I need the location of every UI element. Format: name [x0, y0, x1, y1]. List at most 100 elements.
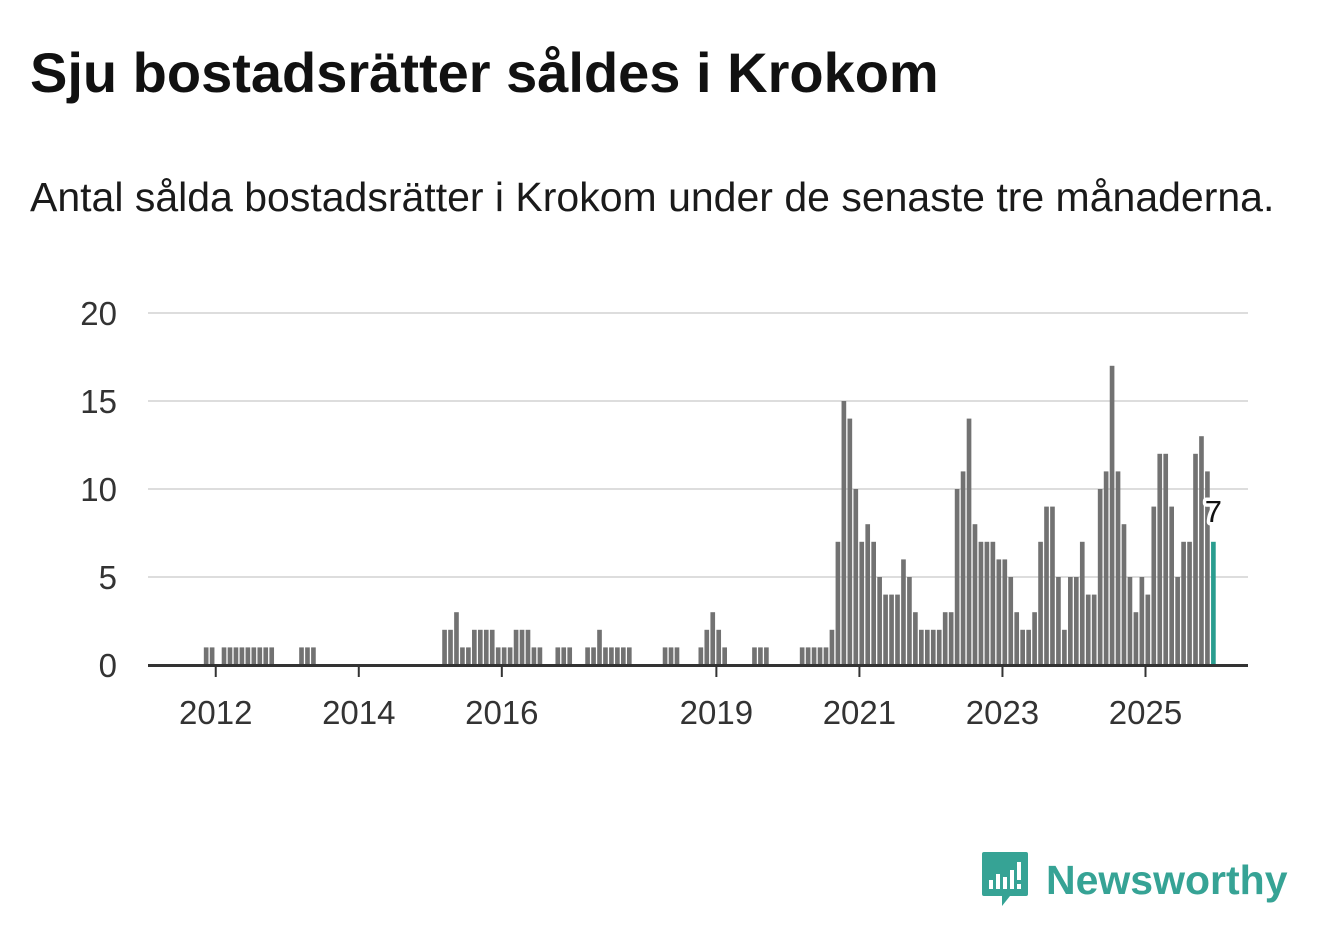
bar [758, 647, 763, 665]
x-axis: 2012 2014 2016 2019 2021 2023 2025 [148, 664, 1248, 731]
bar [841, 401, 847, 665]
bar [1139, 577, 1145, 665]
bar [1097, 489, 1103, 665]
bar [913, 612, 918, 665]
highlight-value-label: 7 [1205, 494, 1222, 529]
bar [704, 629, 710, 665]
bar [609, 647, 614, 665]
bar [895, 594, 900, 665]
bar [555, 647, 561, 665]
bar [823, 647, 829, 665]
bar [585, 647, 590, 665]
y-tick-label: 15 [80, 383, 117, 420]
bar [811, 647, 817, 665]
bar [978, 541, 984, 665]
bar [936, 629, 942, 665]
bar [1187, 541, 1192, 665]
x-tick-label: 2025 [1109, 694, 1182, 731]
x-tick-label: 2023 [966, 694, 1039, 731]
bar [805, 647, 811, 665]
bar [448, 629, 453, 665]
grid-lines [148, 312, 1248, 578]
bar [1151, 506, 1157, 665]
bar [1103, 471, 1109, 665]
bar [519, 629, 525, 665]
x-tick-label: 2021 [823, 694, 896, 731]
data-labels: 7 [1201, 490, 1225, 532]
bar [1145, 594, 1151, 665]
bar [710, 612, 716, 665]
bar [209, 647, 215, 665]
bar-highlight [1211, 541, 1216, 665]
bar [919, 629, 924, 665]
bar [525, 629, 531, 665]
bar [877, 577, 882, 665]
bar [1085, 594, 1091, 665]
bar [227, 647, 233, 665]
bar [221, 647, 227, 665]
bar [495, 647, 501, 665]
bar [269, 647, 275, 665]
bar [674, 647, 680, 665]
bar [1175, 577, 1180, 665]
bar [1079, 541, 1085, 665]
bar [621, 647, 626, 665]
bar [984, 541, 990, 665]
bar [1157, 453, 1163, 665]
bar [1050, 506, 1055, 665]
bar [835, 541, 841, 665]
newsworthy-logo-icon [982, 852, 1028, 906]
bar [942, 612, 948, 665]
bar [853, 489, 859, 665]
bar [954, 489, 960, 665]
bar [561, 647, 567, 665]
bar [477, 629, 483, 665]
bar [597, 629, 602, 665]
x-tick-label: 2012 [179, 694, 252, 731]
bar [507, 647, 513, 665]
bar [1193, 453, 1198, 665]
bar [1062, 629, 1067, 665]
x-tick-label: 2019 [680, 694, 753, 731]
bar [454, 612, 459, 665]
bar [901, 559, 906, 665]
bar [299, 647, 304, 665]
bar [1199, 436, 1204, 665]
bar [883, 594, 888, 665]
bar [930, 629, 936, 665]
bar [489, 629, 495, 665]
bar [626, 647, 632, 665]
bar [1068, 577, 1073, 665]
y-tick-label: 20 [80, 295, 117, 332]
bar [513, 629, 519, 665]
bar [907, 577, 912, 665]
bar [722, 647, 727, 665]
bar [483, 629, 489, 665]
bar [668, 647, 674, 665]
bar [305, 647, 310, 665]
bar [1014, 612, 1020, 665]
bar [567, 647, 573, 665]
bar [889, 594, 894, 665]
bar [466, 647, 471, 665]
bar [1032, 612, 1037, 665]
bar [1169, 506, 1174, 665]
bar [203, 647, 209, 665]
bar [662, 647, 668, 665]
bar [245, 647, 251, 665]
bar [1002, 559, 1008, 665]
bar [1109, 365, 1115, 665]
y-tick-label: 5 [99, 559, 117, 596]
bar [752, 647, 757, 665]
bar [472, 629, 477, 665]
bar [1205, 471, 1210, 665]
bar [1020, 629, 1025, 665]
bar [263, 647, 269, 665]
bar [1181, 541, 1186, 665]
bar [716, 629, 722, 665]
bar [531, 647, 537, 665]
chart-title: Sju bostadsrätter såldes i Krokom [30, 41, 939, 104]
bar [1044, 506, 1049, 665]
bar [1056, 577, 1061, 665]
